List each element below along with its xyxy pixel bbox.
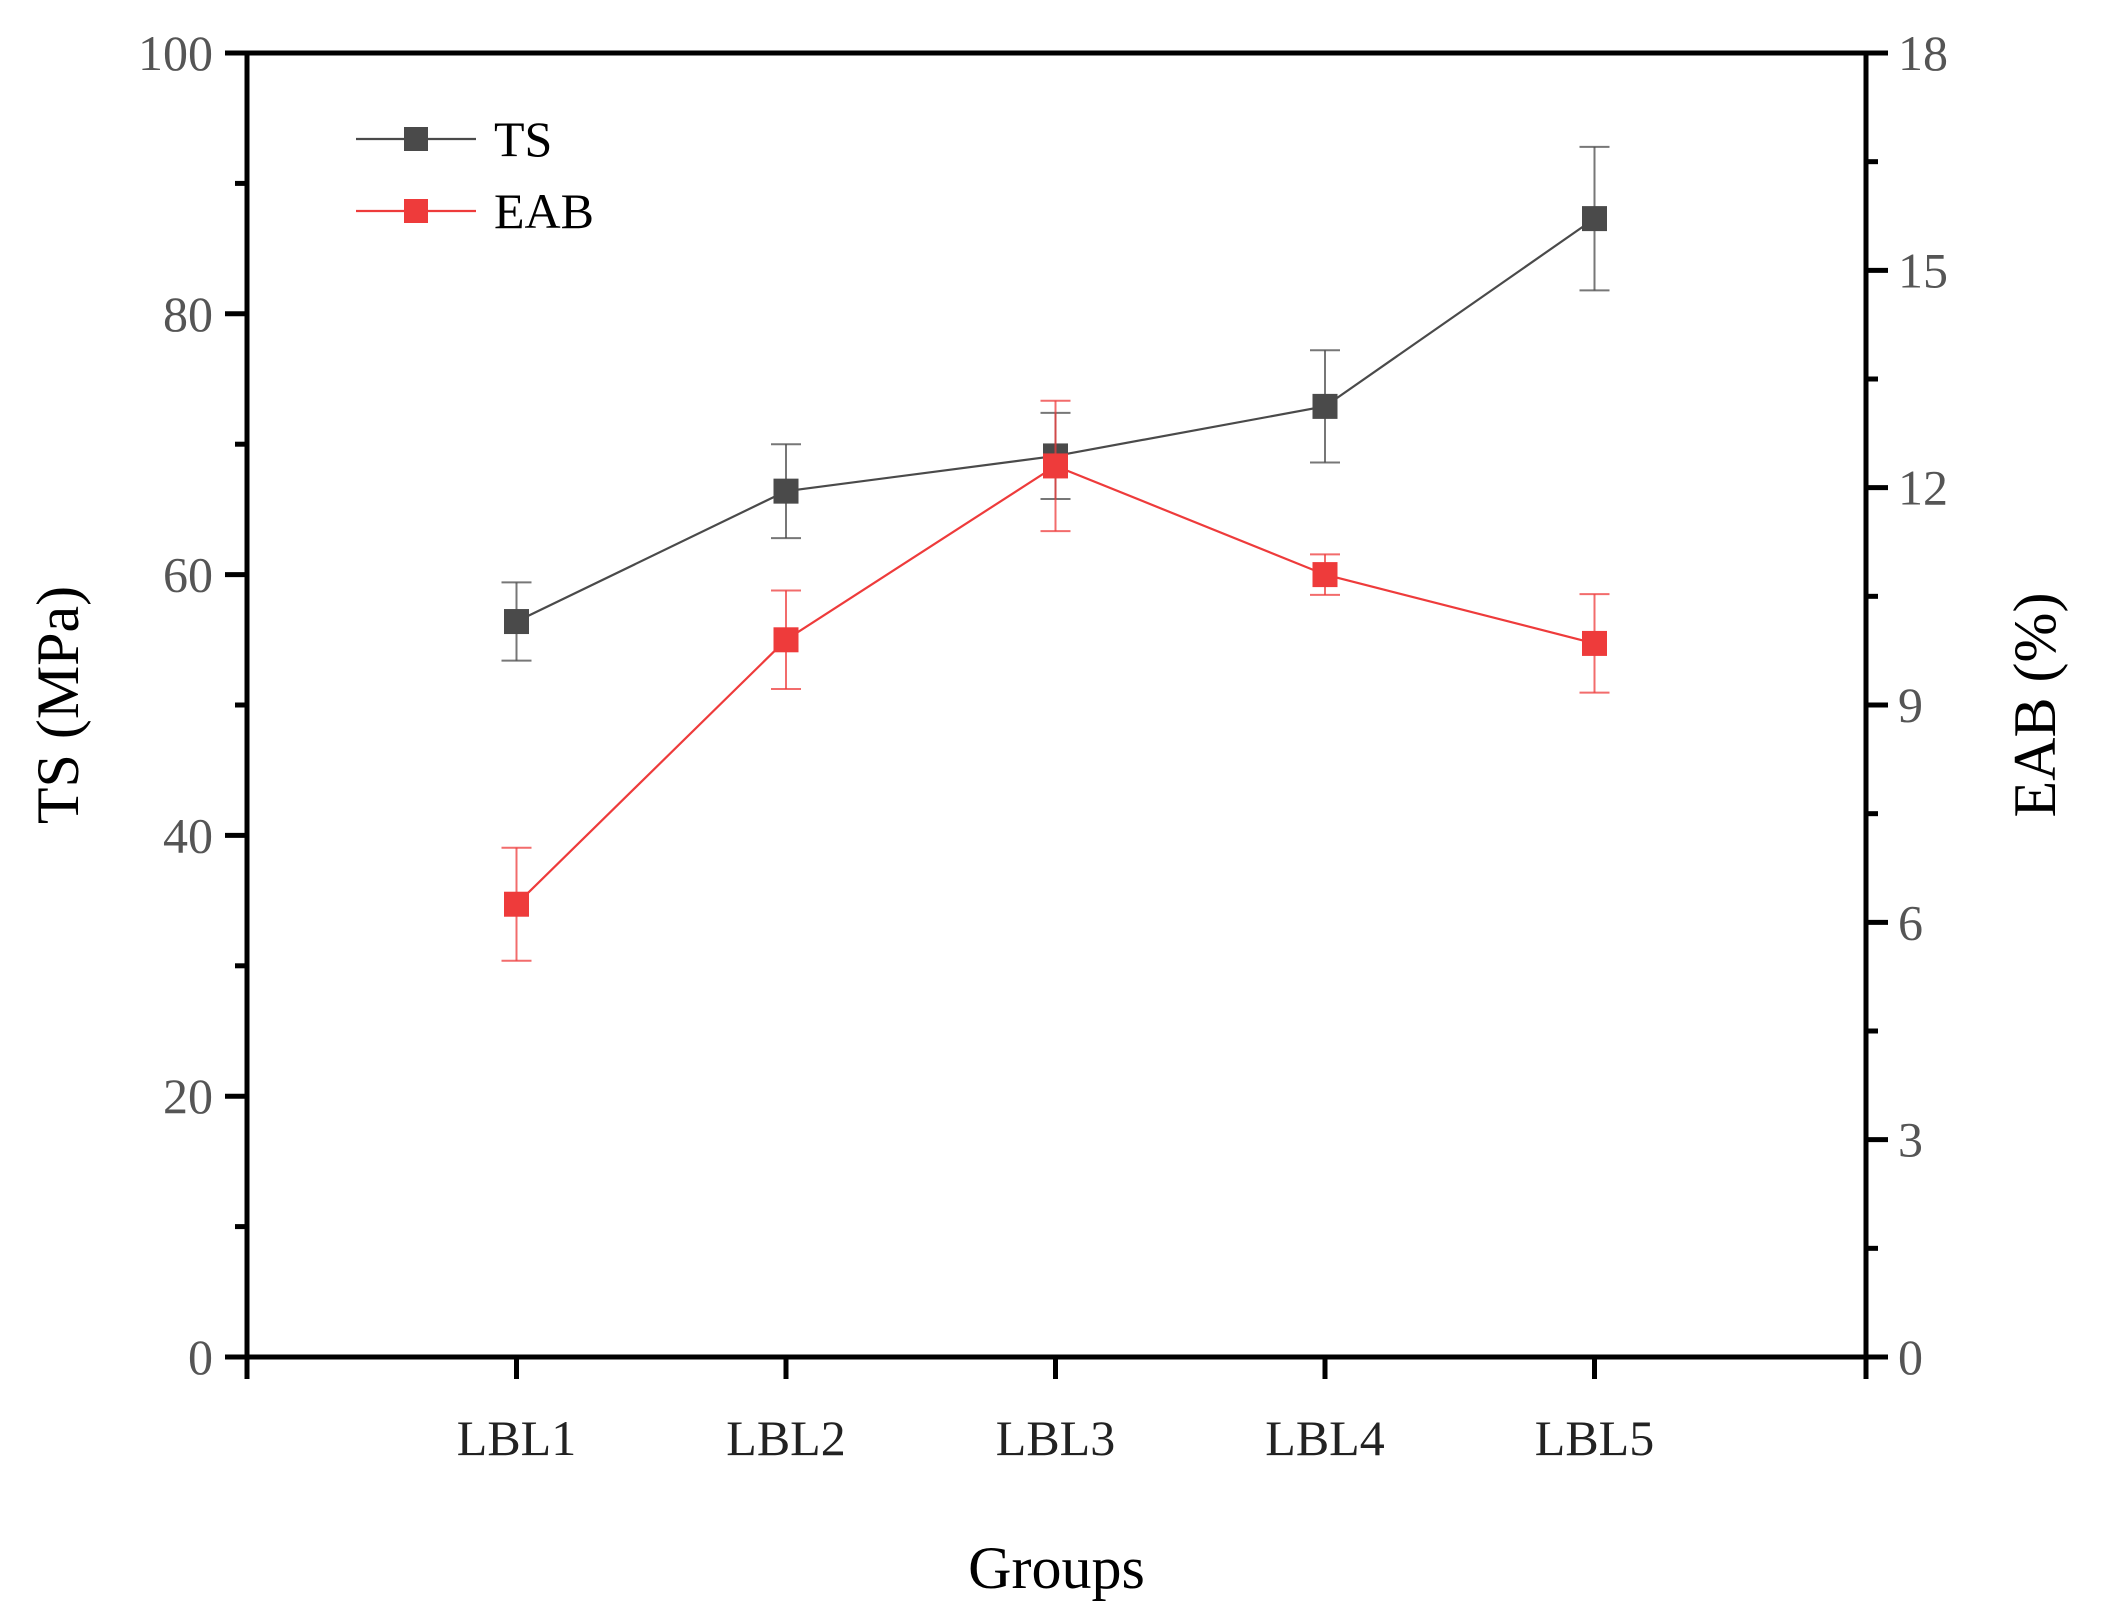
eab-point xyxy=(773,627,799,653)
left-tick-label: 20 xyxy=(163,1068,213,1124)
left-tick-label: 100 xyxy=(138,25,213,81)
eab-point xyxy=(1043,453,1068,479)
right-tick-label: 15 xyxy=(1898,242,1948,298)
right-tick-label: 9 xyxy=(1898,677,1923,733)
x-tick-label: LBL5 xyxy=(1535,1410,1654,1466)
x-axis-title: Groups xyxy=(968,1535,1145,1601)
left-tick-label: 60 xyxy=(163,547,213,603)
ts-point xyxy=(504,609,529,635)
right-tick-label: 6 xyxy=(1898,894,1923,950)
ticks: 0 20 40 60 80 100 0 3 6 9 12 15 18 LBL1 LBL2 LBL3 LBL4 LB… xyxy=(138,25,1948,1466)
legend-marker-eab xyxy=(404,199,428,223)
eab-point xyxy=(1582,630,1607,656)
right-tick-label: 18 xyxy=(1898,25,1948,81)
legend: TS EAB xyxy=(356,111,594,239)
eab-point xyxy=(1312,562,1338,588)
legend-label-ts: TS xyxy=(494,111,552,167)
legend-marker-ts xyxy=(404,127,428,151)
plot-frame xyxy=(244,50,1869,1360)
x-tick-label: LBL4 xyxy=(1265,1410,1384,1466)
ts-point xyxy=(1582,206,1607,232)
left-tick-label: 0 xyxy=(188,1329,213,1385)
x-tick-label: LBL2 xyxy=(726,1410,845,1466)
left-y-axis-title: TS (MPa) xyxy=(25,586,91,824)
series-eab xyxy=(501,399,1610,962)
left-tick-label: 40 xyxy=(163,807,213,863)
x-tick-label: LBL1 xyxy=(457,1410,576,1466)
right-y-axis-title: EAB (%) xyxy=(2002,593,2068,818)
right-tick-label: 12 xyxy=(1898,460,1948,516)
right-tick-label: 0 xyxy=(1898,1329,1923,1385)
left-tick-label: 80 xyxy=(163,286,213,342)
right-tick-label: 3 xyxy=(1898,1112,1923,1168)
ts-point xyxy=(773,478,799,504)
legend-label-eab: EAB xyxy=(494,183,594,239)
ts-point xyxy=(1312,393,1338,419)
x-tick-label: LBL3 xyxy=(996,1410,1115,1466)
eab-point xyxy=(504,891,529,917)
series-layer xyxy=(501,145,1610,962)
